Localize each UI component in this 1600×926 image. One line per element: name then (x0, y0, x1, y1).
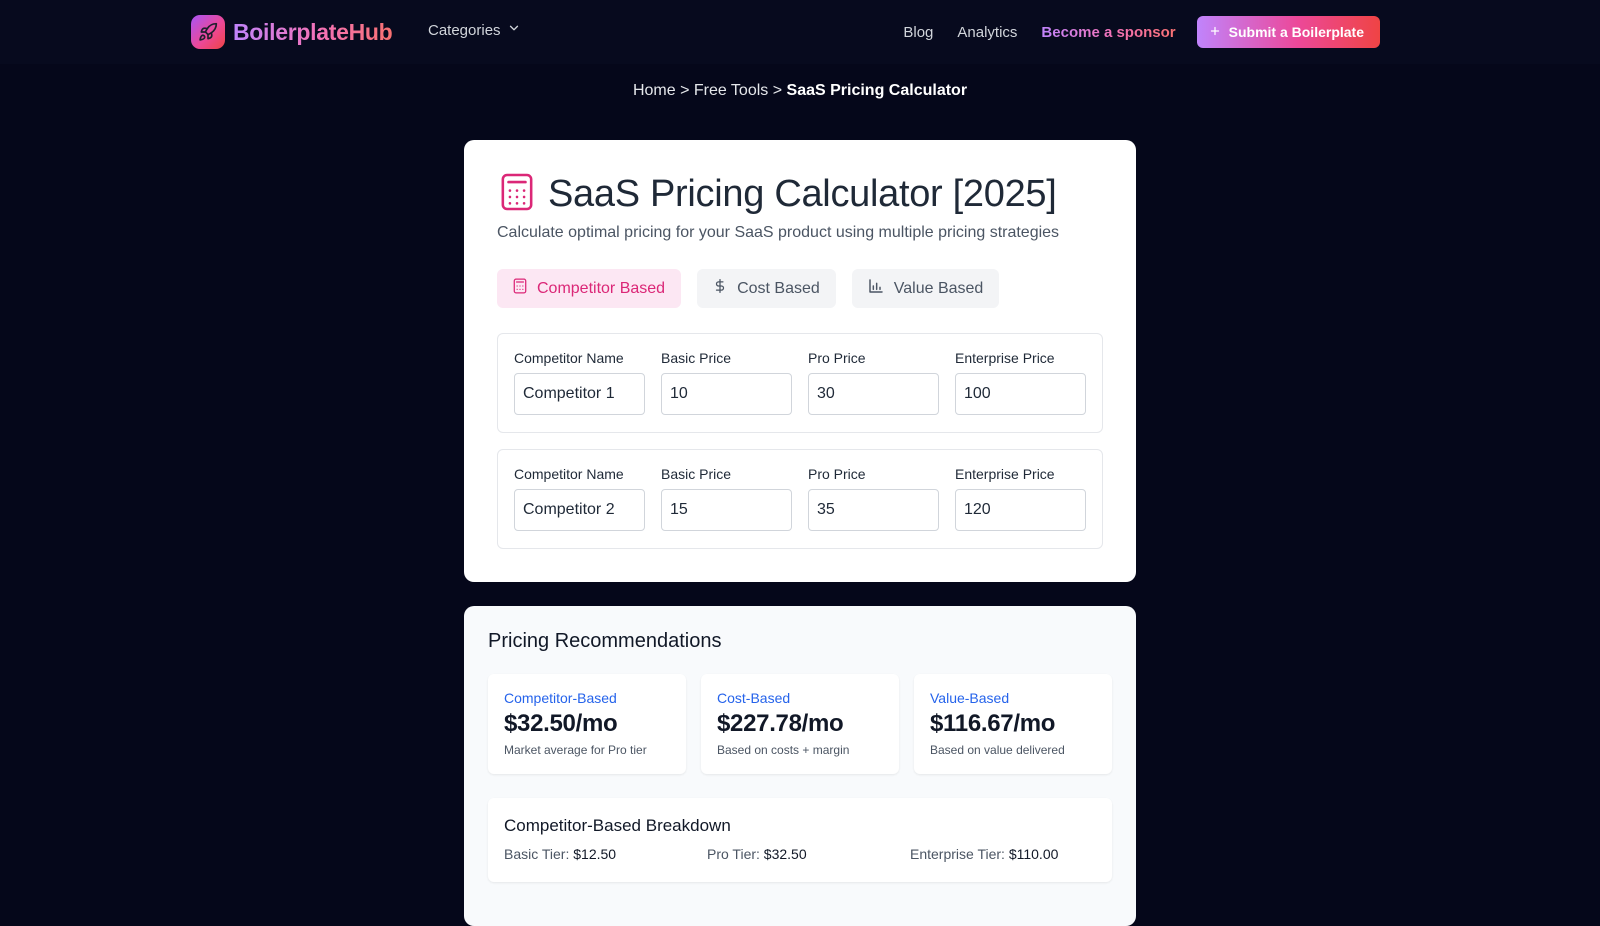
tier-pro: Pro Tier: $32.50 (707, 846, 807, 862)
basic-price-input[interactable] (661, 373, 792, 415)
tab-label: Value Based (893, 279, 984, 297)
breakdown-title: Competitor-Based Breakdown (504, 816, 731, 835)
calculator-card: SaaS Pricing Calculator [2025] Calculate… (464, 140, 1136, 582)
page-subtitle: Calculate optimal pricing for your SaaS … (497, 224, 1060, 241)
become-sponsor-link[interactable]: Become a sponsor (1041, 23, 1176, 41)
plus-icon (1209, 24, 1221, 40)
field-label: Pro Price (808, 466, 866, 482)
enterprise-price-field: Enterprise Price (955, 466, 1086, 531)
calculator-icon (500, 172, 534, 217)
pro-price-input[interactable] (808, 489, 939, 531)
tier-value: $110.00 (1008, 846, 1059, 862)
breadcrumb-separator: > (772, 82, 783, 99)
recommendation-value-based: Value-Based $116.67/mo Based on value de… (914, 674, 1112, 774)
competitor-name-field: Competitor Name (514, 350, 645, 415)
tab-label: Competitor Based (537, 279, 666, 297)
pro-price-field: Pro Price (808, 350, 939, 415)
field-label: Competitor Name (514, 350, 624, 366)
tab-value-based[interactable]: Value Based (851, 269, 1000, 308)
recommendation-label: Value-Based (930, 690, 1010, 706)
recommendation-label: Competitor-Based (504, 690, 617, 706)
categories-dropdown[interactable]: Categories (428, 21, 521, 39)
dollar-icon (713, 278, 727, 299)
strategy-tabs: Competitor Based Cost Based Value Based (497, 269, 1000, 308)
basic-price-input[interactable] (661, 489, 792, 531)
competitor-breakdown: Competitor-Based Breakdown Basic Tier: $… (488, 798, 1112, 882)
tab-competitor-based[interactable]: Competitor Based (497, 269, 682, 308)
recommendation-note: Based on costs + margin (717, 743, 850, 757)
competitor-name-input[interactable] (514, 489, 645, 531)
recommendations-title: Pricing Recommendations (488, 630, 722, 652)
rocket-icon (191, 15, 225, 49)
tier-label: Enterprise Tier: (910, 846, 1005, 862)
field-label: Enterprise Price (955, 466, 1055, 482)
recommendation-competitor-based: Competitor-Based $32.50/mo Market averag… (488, 674, 686, 774)
breadcrumb-home[interactable]: Home (632, 82, 676, 99)
recommendation-value: $227.78/mo (717, 710, 844, 737)
submit-boilerplate-label: Submit a Boilerplate (1228, 24, 1364, 40)
recommendation-note: Market average for Pro tier (504, 743, 647, 757)
field-label: Basic Price (661, 466, 732, 482)
recommendation-value: $32.50/mo (504, 710, 618, 737)
recommendation-label: Cost-Based (717, 690, 791, 706)
tier-enterprise: Enterprise Tier: $110.00 (910, 846, 1058, 862)
breadcrumb-separator: > (680, 82, 690, 99)
enterprise-price-field: Enterprise Price (955, 350, 1086, 415)
breadcrumb-current: SaaS Pricing Calculator (786, 82, 968, 99)
recommendation-note: Based on value delivered (930, 743, 1065, 757)
tab-label: Cost Based (737, 279, 820, 297)
tier-value: $32.50 (763, 846, 807, 862)
tier-label: Pro Tier: (707, 846, 760, 862)
recommendation-cost-based: Cost-Based $227.78/mo Based on costs + m… (701, 674, 899, 774)
calculator-icon (513, 278, 527, 299)
tab-cost-based[interactable]: Cost Based (697, 269, 836, 308)
breadcrumb-free-tools[interactable]: Free Tools (693, 82, 769, 99)
nav-link-analytics[interactable]: Analytics (957, 23, 1018, 41)
chevron-down-icon (507, 21, 521, 39)
basic-price-field: Basic Price (661, 350, 792, 415)
tier-basic: Basic Tier: $12.50 (504, 846, 616, 862)
field-label: Pro Price (808, 350, 866, 366)
competitor-name-input[interactable] (514, 373, 645, 415)
nav-link-blog[interactable]: Blog (903, 23, 934, 41)
enterprise-price-input[interactable] (955, 489, 1086, 531)
page-title: SaaS Pricing Calculator [2025] (548, 173, 1057, 215)
nav-right: Blog Analytics Become a sponsor Submit a… (903, 16, 1380, 48)
breadcrumb: Home > Free Tools > SaaS Pricing Calcula… (0, 82, 1600, 100)
logo-text: BoilerplateHub (233, 18, 393, 45)
logo[interactable]: BoilerplateHub (191, 15, 393, 49)
competitor-row: Competitor Name Basic Price Pro Price En… (497, 449, 1103, 549)
submit-boilerplate-button[interactable]: Submit a Boilerplate (1196, 16, 1380, 48)
tier-value: $12.50 (573, 846, 617, 862)
competitor-row: Competitor Name Basic Price Pro Price En… (497, 333, 1103, 433)
title-row: SaaS Pricing Calculator [2025] (500, 172, 1057, 217)
pro-price-field: Pro Price (808, 466, 939, 531)
recommendation-value: $116.67/mo (930, 710, 1056, 737)
field-label: Competitor Name (514, 466, 624, 482)
recommendations-card: Pricing Recommendations Competitor-Based… (464, 606, 1136, 926)
basic-price-field: Basic Price (661, 466, 792, 531)
enterprise-price-input[interactable] (955, 373, 1086, 415)
tier-label: Basic Tier: (504, 846, 570, 862)
bar-chart-icon (868, 278, 884, 299)
field-label: Basic Price (661, 350, 732, 366)
top-navbar: BoilerplateHub Categories Blog Analytics… (0, 0, 1600, 64)
pro-price-input[interactable] (808, 373, 939, 415)
categories-label: Categories (428, 21, 501, 39)
competitor-name-field: Competitor Name (514, 466, 645, 531)
field-label: Enterprise Price (955, 350, 1055, 366)
